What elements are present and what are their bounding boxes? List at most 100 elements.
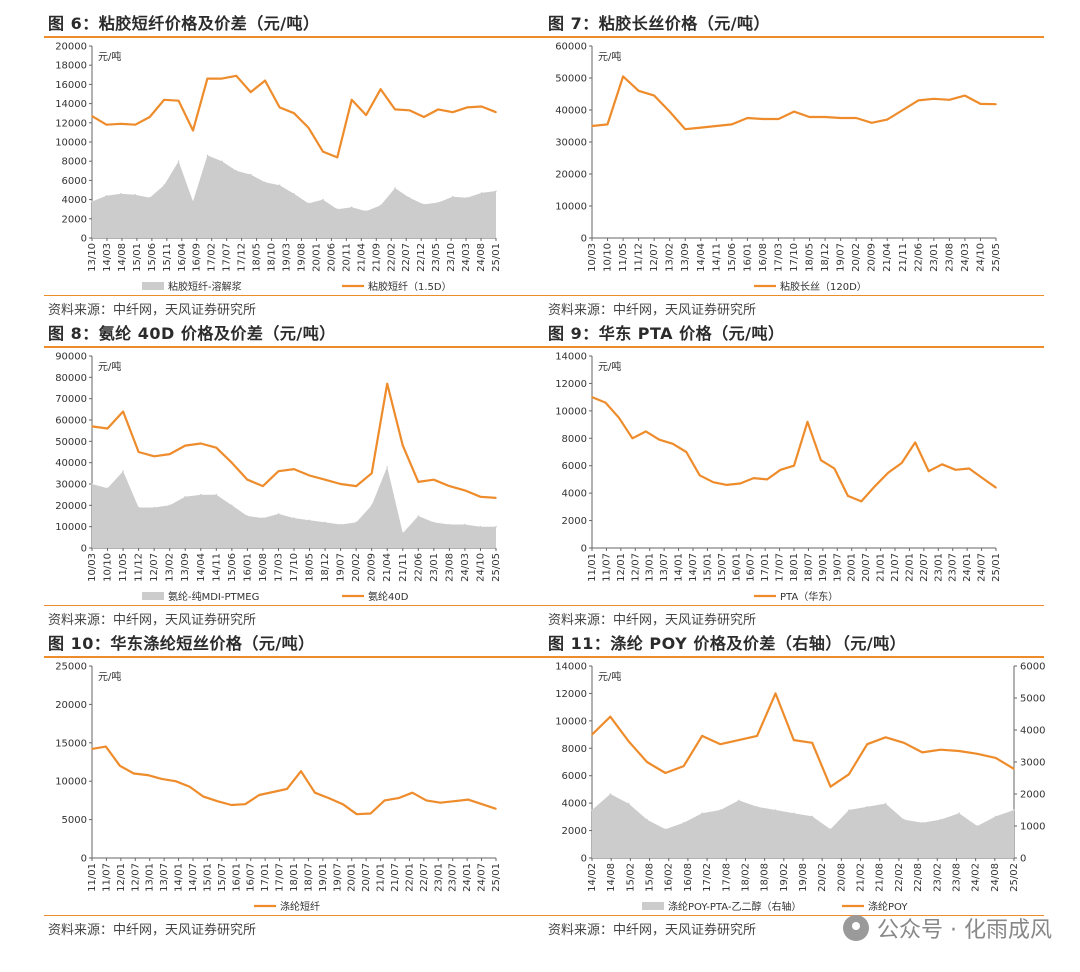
line-series: [591, 75, 997, 131]
x-tick-label: 22/06: [913, 243, 924, 272]
data-point: [244, 803, 246, 805]
data-point: [874, 485, 876, 488]
x-tick-label: 15/01: [202, 863, 213, 892]
y-tick-label: 70000: [55, 394, 87, 405]
y2-tick-label: 1000: [1020, 822, 1045, 833]
x-tick-label: 22/02: [894, 863, 905, 892]
data-point: [262, 517, 264, 519]
source-divider: [544, 915, 1044, 916]
y-tick-label: 0: [581, 234, 587, 245]
legend-label: 涤纶POY-PTA-乙二醇（右轴）: [668, 900, 801, 913]
x-tick-label: 21/11: [898, 243, 909, 272]
data-point: [719, 743, 722, 745]
data-point: [451, 111, 454, 113]
data-point: [981, 477, 984, 479]
y-tick-label: 8000: [62, 157, 87, 168]
data-point: [339, 483, 342, 485]
data-point: [394, 187, 396, 189]
x-tick-label: 21/11: [398, 553, 409, 582]
data-point: [192, 200, 194, 203]
legend-swatch: [142, 592, 164, 600]
wechat-icon: [843, 915, 870, 941]
data-point: [365, 114, 367, 116]
data-point: [495, 497, 497, 499]
data-point: [328, 797, 330, 799]
chart-svg: 元/吨 0 10000 20000 30000 40000 50000 60000 70000 8…: [55, 352, 502, 604]
x-tick-label: 19/03: [282, 243, 293, 272]
data-point: [355, 521, 358, 524]
x-tick-label: 22/12: [416, 243, 427, 272]
data-point: [293, 517, 295, 519]
data-point: [417, 515, 420, 517]
data-point: [350, 206, 353, 209]
data-point: [369, 812, 372, 815]
data-point: [964, 94, 966, 97]
chart-source: 资料来源：中纤网，天风证券研究所: [548, 613, 757, 628]
x-tick-label: 14/04: [196, 553, 207, 582]
x-tick-label: 17/12: [237, 243, 248, 272]
x-tick-label: 25/01: [491, 243, 502, 272]
data-point: [731, 123, 733, 126]
data-point: [394, 108, 396, 111]
x-tick-label: 25/05: [991, 243, 1002, 272]
y-tick-label: 5000: [62, 815, 87, 826]
data-point: [105, 745, 107, 748]
x-tick-label: 23/01: [933, 553, 944, 582]
data-point: [715, 125, 718, 127]
y-tick-label: 4000: [562, 799, 587, 810]
data-point: [105, 123, 108, 126]
x-tick-label: 14/03: [102, 243, 113, 272]
x-tick-label: 18/08: [760, 863, 771, 892]
y-tick-label: 6000: [562, 771, 587, 782]
chart-source: 资料来源：中纤网，天风证券研究所: [548, 303, 757, 318]
x-tick-label: 11/05: [118, 553, 129, 582]
data-point: [833, 467, 836, 470]
source-divider: [544, 295, 1044, 296]
data-point: [682, 822, 685, 824]
x-tick-label: 12/01: [116, 863, 127, 892]
y-tick-label: 10000: [555, 716, 587, 727]
data-point: [106, 487, 109, 490]
line-path: [91, 745, 497, 816]
x-tick-label: 14/04: [696, 243, 707, 272]
y-tick-label: 16000: [55, 80, 87, 91]
data-point: [591, 125, 593, 127]
x-tick-label: 21/04: [382, 553, 393, 582]
title-divider: [44, 346, 544, 348]
data-point: [277, 513, 280, 515]
data-point: [684, 128, 686, 130]
x-tick-label: 23/08: [951, 863, 962, 892]
chart-svg: 元/吨 0 10000 20000 30000 40000 50000 60000 10/03 1…: [555, 42, 1002, 294]
data-point: [701, 812, 703, 814]
data-point: [122, 470, 124, 472]
data-point: [756, 806, 758, 808]
y2-tick-label: 3000: [1020, 758, 1045, 769]
data-point: [307, 126, 310, 129]
data-point: [235, 170, 238, 172]
data-point: [466, 106, 468, 109]
x-tick-label: 19/08: [296, 243, 307, 272]
x-tick-label: 17/03: [773, 243, 784, 272]
line-series: [91, 382, 497, 499]
x-tick-label: 24/08: [476, 243, 487, 272]
data-point: [235, 75, 238, 77]
x-tick-label: 24/07: [977, 553, 988, 582]
x-tick-label: 17/01: [260, 863, 271, 892]
unit-label: 元/吨: [98, 670, 121, 683]
data-point: [682, 765, 685, 767]
chart-panel-fig10: 图 10：华东涤纶短丝价格（元/吨） 元/吨 0 5000 10000 15000 200…: [44, 626, 544, 946]
x-tick-label: 15/01: [132, 243, 143, 272]
x-tick-label: 23/01: [433, 863, 444, 892]
area-fill: [92, 155, 496, 238]
data-point: [177, 160, 180, 162]
x-tick-label: 14/08: [117, 243, 128, 272]
x-tick-label: 19/01: [818, 553, 829, 582]
data-point: [91, 748, 93, 750]
x-tick-label: 16/08: [683, 863, 694, 892]
y-tick-label: 15000: [55, 738, 87, 749]
data-point: [668, 110, 671, 113]
x-tick-label: 15/06: [147, 243, 158, 272]
data-point: [645, 430, 647, 433]
data-point: [627, 802, 630, 805]
data-point: [829, 828, 832, 830]
